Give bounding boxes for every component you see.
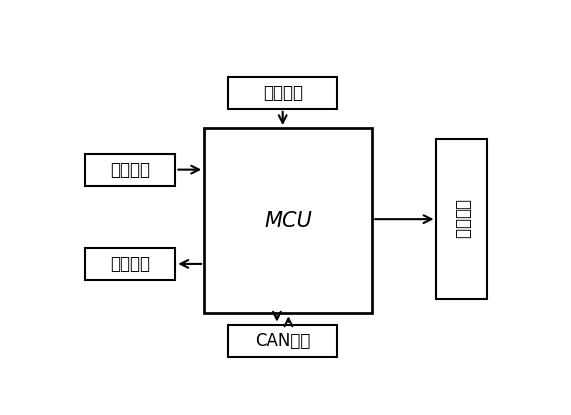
Text: CAN通信: CAN通信 [255, 332, 311, 349]
Text: 存储器件: 存储器件 [453, 199, 471, 239]
Bar [228, 325, 337, 356]
Bar [228, 77, 337, 109]
Text: 保护模块: 保护模块 [110, 255, 150, 273]
Text: 模拟前端: 模拟前端 [263, 84, 303, 102]
Bar [436, 139, 487, 299]
Bar [85, 154, 175, 186]
Text: 电源模块: 电源模块 [110, 161, 150, 178]
Text: MCU: MCU [264, 211, 312, 231]
Bar [204, 128, 372, 313]
Bar [85, 248, 175, 280]
